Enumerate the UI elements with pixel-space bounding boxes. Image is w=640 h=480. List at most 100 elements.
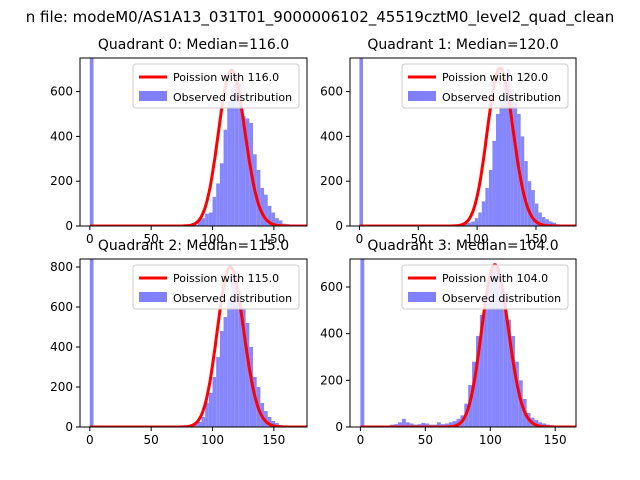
histogram-bar [531,190,535,226]
legend-patch-swatch [408,91,436,101]
histogram-bar [264,194,268,226]
histogram-bar [421,422,426,427]
histogram-bar [208,393,213,427]
plot-area [360,259,576,427]
y-tick-label: 800 [50,260,73,274]
histogram-bar [278,220,283,226]
legend-patch-swatch [408,292,436,302]
histogram-bar [230,87,235,226]
histogram-bar [548,221,553,226]
legend-label: Poission with 120.0 [442,71,548,84]
x-tick-label: 100 [201,232,224,246]
y-tick-label: 600 [320,280,343,294]
axes-frame [349,57,577,227]
x-tick-label: 150 [544,433,567,447]
y-tick-label: 200 [320,174,343,188]
x-tick-label: 100 [201,433,224,447]
legend-label: Observed distribution [173,292,292,305]
histogram-bar [545,219,549,226]
histogram-bar [212,196,217,226]
histogram-bar [541,217,546,226]
histogram-bar [401,418,406,427]
plot-area [359,58,576,226]
zero-bin-bar [360,259,365,427]
histogram-bar [452,421,457,427]
histogram-bar [234,73,239,226]
histogram-bar [481,201,486,226]
histogram-bar [405,422,410,427]
histogram-bar [507,319,512,427]
histogram-bar [534,420,539,427]
quadrant-2-plot: 0 50 100 150 0 200 400 600 800 Quadrant 2: Median… [50,238,308,447]
histogram-bar [219,163,224,226]
histogram-bar [448,422,453,427]
y-tick-label: 0 [65,219,73,233]
y-tick-label: 600 [50,85,73,99]
legend-box [401,63,569,109]
histogram-bar [475,336,480,427]
y-tick-label: 600 [320,85,343,99]
quadrant-3-plot: 0 50 100 150 0 200 400 600 Quadrant 3: Median=10… [320,238,577,447]
histogram-bar [227,100,231,226]
x-tick-label: 50 [144,232,159,246]
histogram-bar [197,219,202,226]
histogram-bar [488,170,493,226]
histogram-bar [216,183,220,226]
histogram-bar [197,422,202,427]
histogram-bar [527,181,532,226]
histogram-bar [271,212,276,226]
subplot-title: Quadrant 3: Median=104.0 [367,238,558,254]
histogram-bar [234,271,239,427]
histogram-bar [514,361,519,427]
poisson-curve [89,68,307,226]
legend-label: Observed distribution [442,292,561,305]
histogram-bar [267,205,272,226]
histogram-bar [513,102,518,226]
histogram-bar [474,218,479,226]
legend-label: Poission with 116.0 [173,71,279,84]
poisson-curve [89,265,307,427]
histogram-bar [260,187,265,226]
zero-bin-bar [89,259,94,427]
histogram-bar [275,218,279,226]
subplot-title: Quadrant 2: Median=115.0 [98,238,289,254]
histogram-bar [230,275,235,427]
legend: Poission with 116.0 Observed distribution [132,63,300,109]
legend-label: Poission with 104.0 [442,272,548,285]
histogram-bar [552,222,556,226]
histogram-bar [479,315,484,427]
legend-label: Observed distribution [173,91,292,104]
histogram-bar [219,331,224,427]
histogram-bar [227,299,231,427]
y-tick-label: 200 [50,380,73,394]
histogram-bar [464,223,468,226]
y-tick-label: 0 [65,420,73,434]
subplot-title: Quadrant 1: Median=120.0 [367,37,558,53]
zero-bin-bar [359,58,363,226]
legend-box [401,264,569,310]
histogram-bar [478,212,482,226]
legend-box [132,63,300,109]
histogram-bar [483,296,488,427]
histogram-bar [444,423,449,427]
histogram-bar [503,296,508,427]
histogram-bar [511,336,515,427]
histogram-bar [538,212,542,226]
x-tick-label: 0 [86,433,94,447]
histogram-bar [492,140,496,226]
histogram-bar [472,361,476,427]
quadrant-1-plot: 0 50 100 150 0 200 400 600 Quadrant 1: Median=12… [320,37,577,246]
histogram-bar [238,291,242,427]
y-tick-label: 400 [320,327,343,341]
histogram-bar [223,317,228,427]
histogram-bar [524,161,528,226]
histogram-bar [271,421,276,427]
poisson-curve [359,66,576,226]
y-tick-label: 0 [335,219,343,233]
y-tick-label: 200 [50,174,73,188]
histogram-bar [205,213,209,226]
histogram-bar [241,116,246,226]
histogram-bar [503,82,507,226]
histogram-bar [491,266,496,427]
